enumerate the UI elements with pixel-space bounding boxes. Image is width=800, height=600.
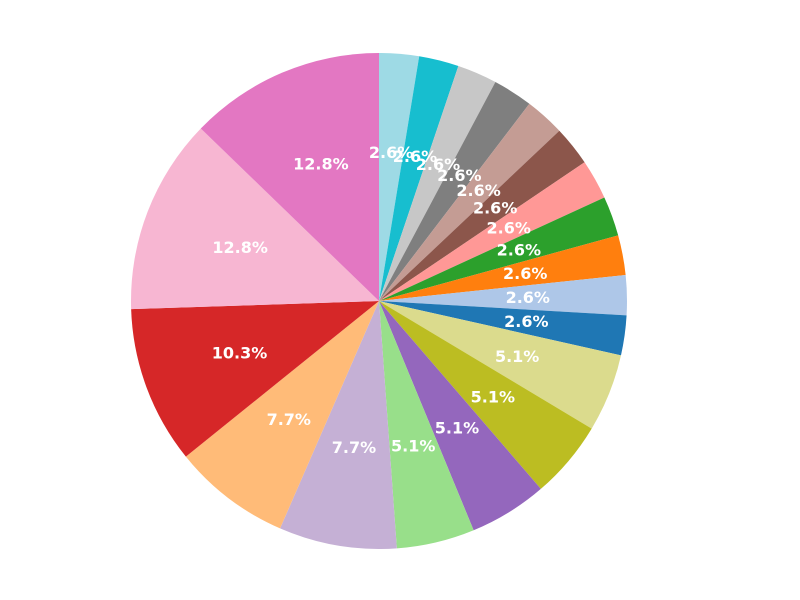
pie-slice-6	[379, 130, 585, 301]
pie-slice-13	[379, 301, 592, 489]
pie-slice-11	[379, 301, 627, 356]
pie-slice-4	[379, 82, 530, 301]
slice-label-18: 10.3%	[212, 343, 268, 362]
pie-slice-15	[379, 301, 474, 549]
slice-label-7: 2.6%	[487, 219, 531, 238]
pie-slice-19	[131, 128, 379, 310]
pie-slice-5	[379, 103, 560, 301]
slice-label-11: 2.6%	[504, 312, 548, 331]
slice-label-8: 2.6%	[497, 241, 541, 260]
slice-label-2: 2.6%	[393, 147, 437, 166]
slice-label-14: 5.1%	[435, 418, 479, 437]
pie-slice-20	[200, 53, 379, 301]
pie-slices	[131, 53, 627, 549]
slice-label-1: 2.6%	[369, 143, 413, 162]
pie-slice-14	[379, 301, 541, 531]
pie-slice-16	[280, 301, 397, 549]
pie-slice-1	[379, 53, 420, 301]
slice-label-5: 2.6%	[456, 181, 500, 200]
slice-label-12: 5.1%	[495, 347, 539, 366]
pie-labels: 2.6%2.6%2.6%2.6%2.6%2.6%2.6%2.6%2.6%2.6%…	[212, 143, 550, 457]
pie-slice-2	[379, 56, 459, 301]
slice-label-3: 2.6%	[416, 155, 460, 174]
pie-slice-10	[379, 275, 627, 316]
pie-slice-8	[379, 197, 619, 301]
slice-label-15: 5.1%	[391, 436, 435, 455]
slice-label-10: 2.6%	[506, 288, 550, 307]
pie-slice-7	[379, 162, 605, 301]
slice-label-16: 7.7%	[332, 438, 376, 457]
pie-slice-17	[185, 301, 379, 529]
slice-label-17: 7.7%	[267, 410, 311, 429]
slice-label-19: 12.8%	[212, 238, 268, 257]
slice-label-6: 2.6%	[473, 199, 517, 218]
pie-slice-3	[379, 66, 496, 301]
slice-label-20: 12.8%	[293, 154, 349, 173]
pie-slice-9	[379, 235, 626, 301]
slice-label-4: 2.6%	[437, 166, 481, 185]
slice-label-13: 5.1%	[471, 387, 515, 406]
slice-label-9: 2.6%	[503, 264, 547, 283]
pie-slice-18	[131, 301, 379, 457]
pie-slice-12	[379, 301, 621, 429]
